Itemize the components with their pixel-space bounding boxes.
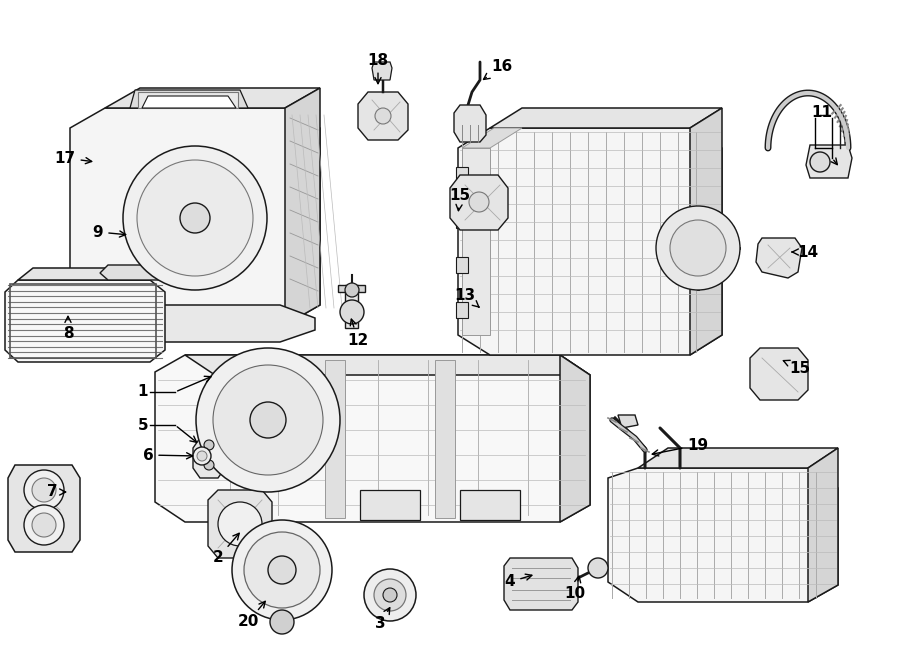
Polygon shape bbox=[618, 415, 638, 428]
Text: 9: 9 bbox=[93, 224, 126, 240]
Polygon shape bbox=[756, 238, 802, 278]
Polygon shape bbox=[450, 175, 508, 230]
Polygon shape bbox=[608, 468, 838, 602]
Text: 4: 4 bbox=[505, 574, 532, 589]
Polygon shape bbox=[18, 268, 165, 280]
Circle shape bbox=[180, 203, 210, 233]
Text: 1: 1 bbox=[138, 385, 148, 399]
Circle shape bbox=[123, 146, 267, 290]
Circle shape bbox=[588, 558, 608, 578]
Text: 16: 16 bbox=[483, 58, 513, 79]
Polygon shape bbox=[142, 96, 236, 108]
Circle shape bbox=[469, 192, 489, 212]
Polygon shape bbox=[155, 355, 590, 522]
Polygon shape bbox=[285, 88, 320, 325]
Polygon shape bbox=[70, 108, 320, 325]
Polygon shape bbox=[560, 355, 590, 522]
Polygon shape bbox=[360, 490, 420, 520]
Text: 17: 17 bbox=[54, 150, 92, 166]
Polygon shape bbox=[193, 438, 225, 478]
Circle shape bbox=[670, 220, 726, 276]
Circle shape bbox=[810, 152, 830, 172]
Polygon shape bbox=[435, 360, 455, 518]
Polygon shape bbox=[345, 285, 358, 328]
Text: 8: 8 bbox=[63, 316, 73, 340]
Circle shape bbox=[32, 478, 56, 502]
Text: 14: 14 bbox=[792, 244, 819, 260]
Polygon shape bbox=[208, 490, 272, 558]
Polygon shape bbox=[5, 280, 165, 362]
Polygon shape bbox=[456, 302, 468, 318]
Text: 19: 19 bbox=[652, 438, 708, 456]
Polygon shape bbox=[808, 448, 838, 602]
Polygon shape bbox=[504, 558, 578, 610]
Polygon shape bbox=[138, 92, 238, 108]
Text: 10: 10 bbox=[564, 576, 586, 602]
Text: 3: 3 bbox=[374, 608, 390, 632]
Circle shape bbox=[218, 502, 262, 546]
Polygon shape bbox=[454, 105, 486, 142]
Circle shape bbox=[24, 505, 64, 545]
Text: 12: 12 bbox=[347, 319, 369, 348]
Circle shape bbox=[270, 610, 294, 634]
Circle shape bbox=[340, 300, 364, 324]
Text: 20: 20 bbox=[238, 601, 266, 630]
Polygon shape bbox=[48, 305, 315, 342]
Text: 6: 6 bbox=[142, 448, 193, 463]
Circle shape bbox=[197, 451, 207, 461]
Circle shape bbox=[213, 365, 323, 475]
Circle shape bbox=[32, 513, 56, 537]
Polygon shape bbox=[456, 257, 468, 273]
Polygon shape bbox=[462, 128, 522, 148]
Text: 15: 15 bbox=[449, 187, 471, 211]
Polygon shape bbox=[690, 108, 722, 355]
Circle shape bbox=[375, 108, 391, 124]
Circle shape bbox=[193, 447, 211, 465]
Circle shape bbox=[204, 440, 214, 450]
Polygon shape bbox=[325, 360, 345, 518]
Polygon shape bbox=[462, 148, 490, 335]
Circle shape bbox=[656, 206, 740, 290]
Circle shape bbox=[345, 283, 359, 297]
Text: 18: 18 bbox=[367, 52, 389, 83]
Circle shape bbox=[374, 579, 406, 611]
Text: 11: 11 bbox=[812, 105, 833, 120]
Text: 15: 15 bbox=[783, 360, 811, 375]
Circle shape bbox=[250, 402, 286, 438]
Polygon shape bbox=[460, 490, 520, 520]
Polygon shape bbox=[456, 212, 468, 228]
Circle shape bbox=[232, 520, 332, 620]
Circle shape bbox=[137, 160, 253, 276]
Polygon shape bbox=[372, 62, 392, 80]
Polygon shape bbox=[490, 108, 722, 128]
Polygon shape bbox=[750, 348, 808, 400]
Polygon shape bbox=[105, 88, 320, 108]
Text: 7: 7 bbox=[47, 485, 66, 500]
Circle shape bbox=[24, 470, 64, 510]
Polygon shape bbox=[458, 128, 722, 355]
Circle shape bbox=[196, 348, 340, 492]
Circle shape bbox=[268, 556, 296, 584]
Polygon shape bbox=[100, 265, 168, 280]
Circle shape bbox=[244, 532, 320, 608]
Polygon shape bbox=[338, 285, 365, 292]
Polygon shape bbox=[8, 465, 80, 552]
Polygon shape bbox=[638, 448, 838, 468]
Polygon shape bbox=[806, 145, 852, 178]
Circle shape bbox=[383, 588, 397, 602]
Text: 2: 2 bbox=[212, 534, 239, 565]
Text: 13: 13 bbox=[454, 287, 479, 307]
Polygon shape bbox=[358, 92, 408, 140]
Polygon shape bbox=[185, 355, 590, 375]
Circle shape bbox=[204, 460, 214, 470]
Polygon shape bbox=[130, 90, 248, 108]
Polygon shape bbox=[456, 167, 468, 183]
Text: 5: 5 bbox=[138, 418, 148, 432]
Circle shape bbox=[364, 569, 416, 621]
